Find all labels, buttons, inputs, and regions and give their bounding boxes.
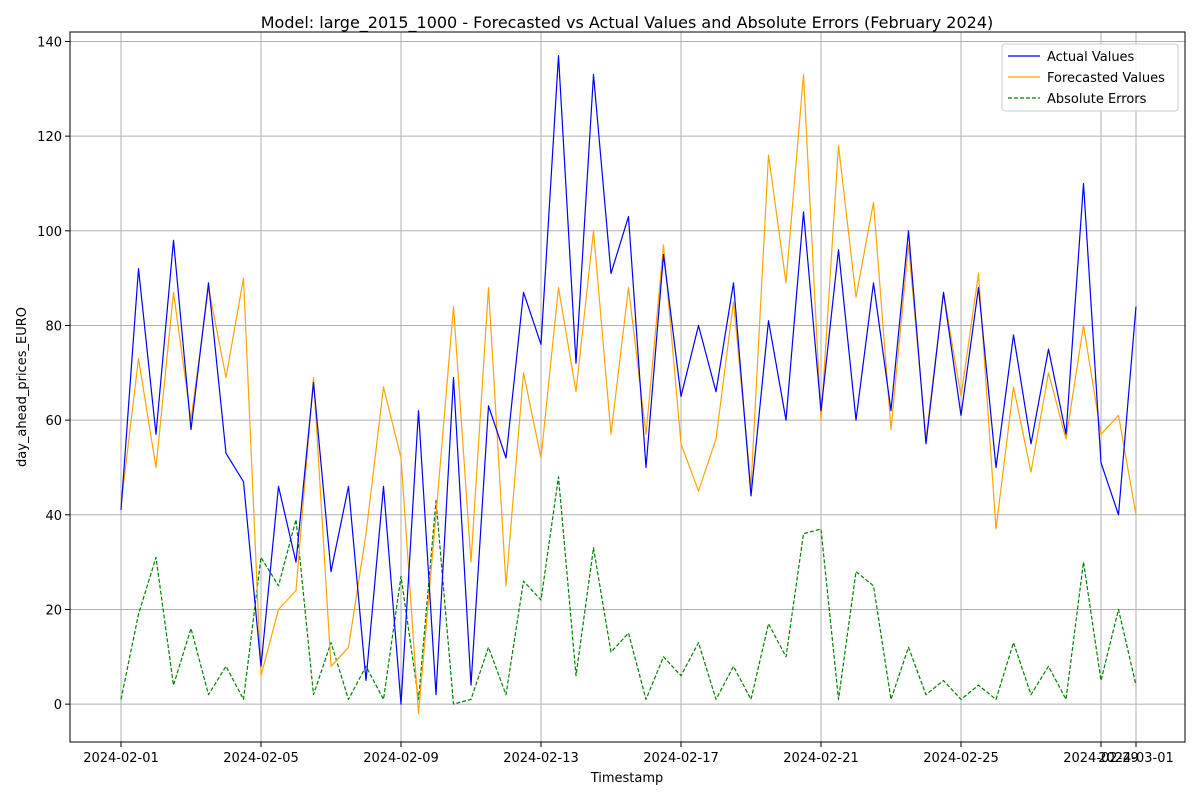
y-tick-label: 0 [54,698,62,713]
legend-label: Absolute Errors [1047,92,1147,107]
x-tick-label: 2024-02-05 [223,751,299,766]
series-line-absolute-errors [120,476,1137,705]
x-tick-label: 2024-02-25 [923,751,999,766]
y-tick-label: 120 [37,130,62,145]
plot-frame [69,31,1186,743]
y-tick-label: 80 [45,319,62,334]
y-tick-label: 100 [37,225,62,240]
y-tick-label: 140 [37,35,62,50]
x-tick-label: 2024-02-13 [503,751,579,766]
series-line-forecasted-values [120,73,1137,715]
y-tick-label: 20 [45,603,62,618]
x-tick-label: 2024-02-29 [1063,751,1139,766]
legend-label: Forecasted Values [1047,71,1165,86]
x-tick-label: 2024-02-17 [643,751,719,766]
x-tick-label: 2024-02-09 [363,751,439,766]
y-axis-label: day_ahead_prices_EURO [15,307,30,467]
legend-label: Actual Values [1047,50,1135,65]
y-tick-label: 60 [45,414,62,429]
legend-box [1001,43,1179,112]
legend: Actual Values Forecasted Values Absolute E… [1001,43,1179,112]
series-layer [120,55,1137,715]
series-line-actual-values [120,55,1137,705]
chart-title: Model: large_2015_1000 - Forecasted vs A… [261,13,994,33]
ticks: 2024-02-01 2024-02-05 2024-02-09 2024-02-13… [37,35,1174,766]
x-tick-label: 2024-02-21 [783,751,859,766]
y-tick-label: 40 [45,509,62,524]
x-tick-label: 2024-02-01 [83,751,159,766]
x-tick-label: 2024-03-01 [1098,751,1174,766]
x-axis-label: Timestamp [590,771,664,786]
